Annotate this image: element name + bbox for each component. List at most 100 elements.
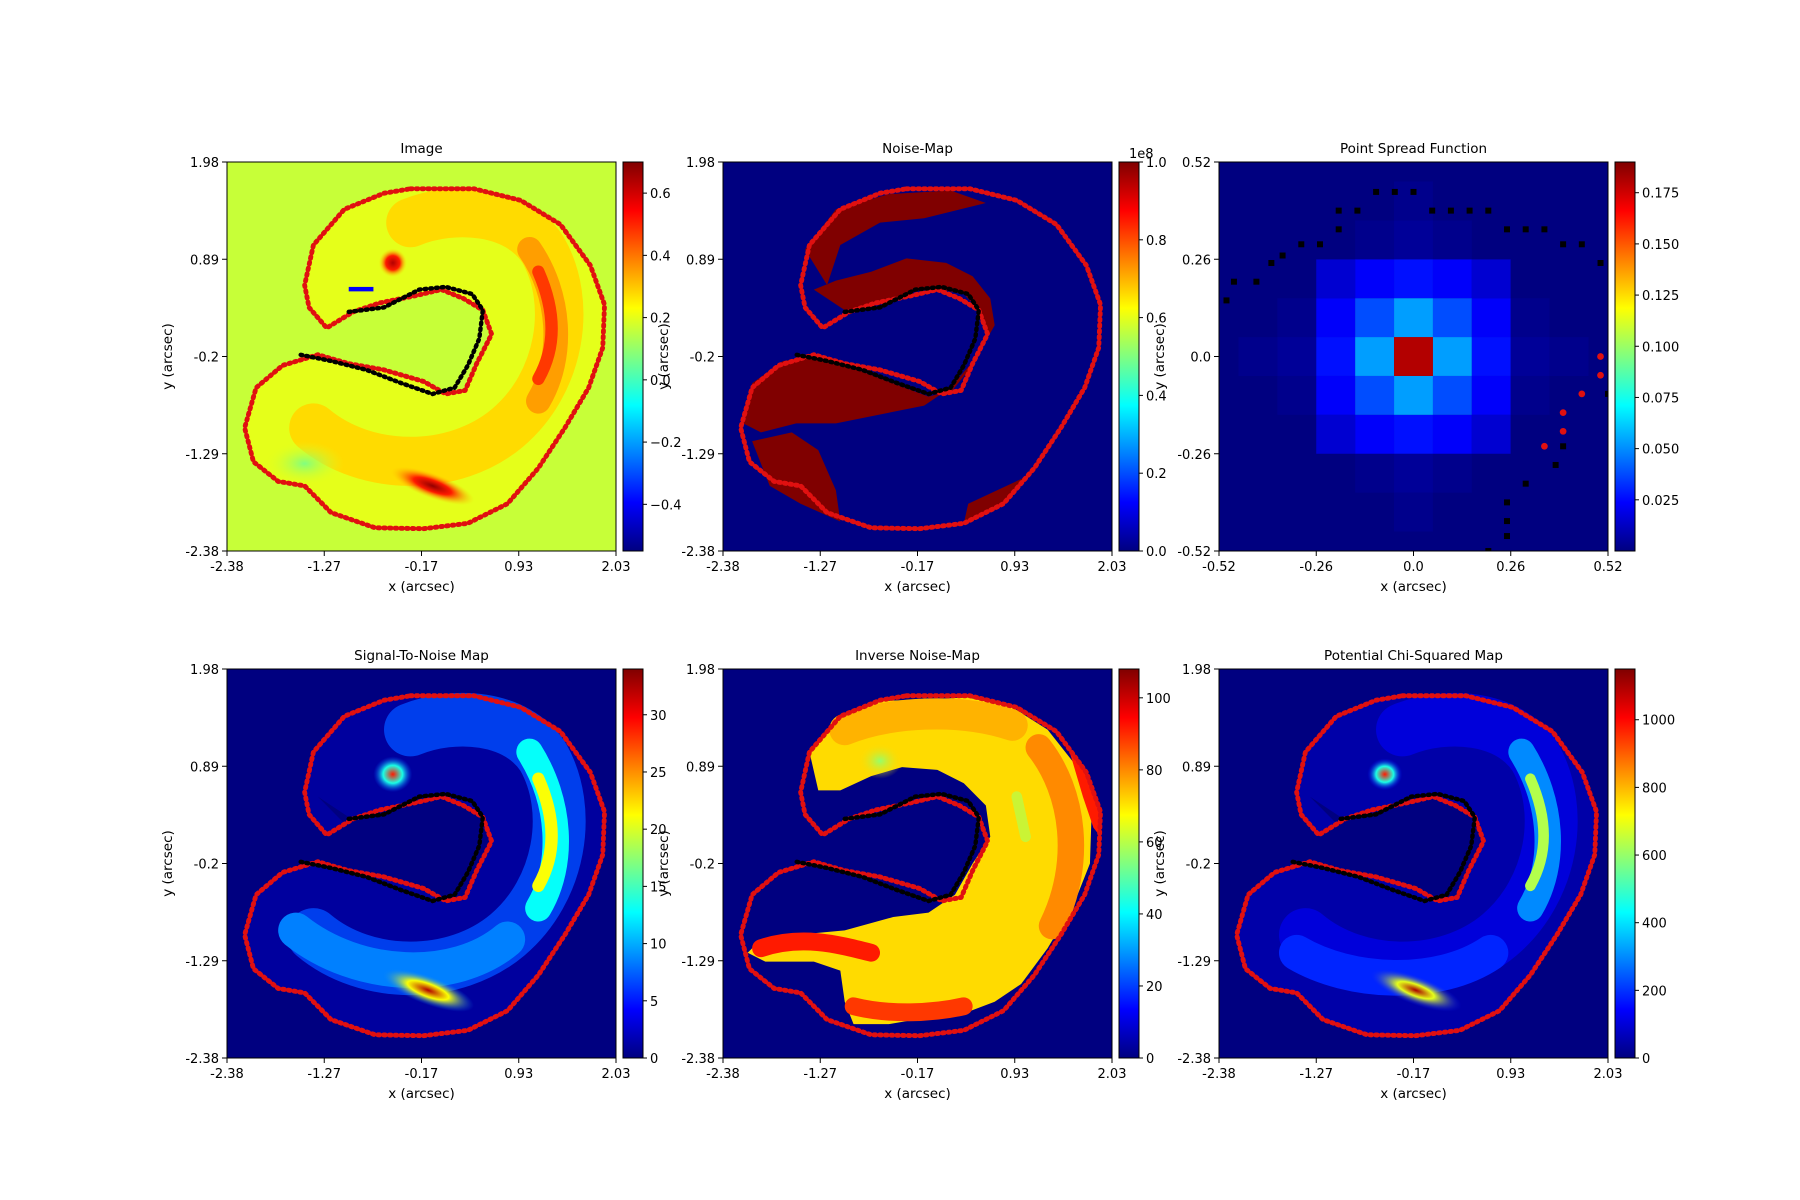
colorbar-exponent: 1e8 bbox=[1129, 147, 1154, 162]
x-axis-label: x (arcsec) bbox=[1380, 579, 1447, 595]
y-tick-label: 0.89 bbox=[686, 760, 715, 775]
y-axis-label: y (arcsec) bbox=[656, 830, 672, 897]
colorbar-tick-label: 0.4 bbox=[650, 249, 671, 264]
colorbar-tick-label: 1000 bbox=[1642, 714, 1675, 729]
colorbar-tick-label: 0.025 bbox=[1642, 494, 1679, 509]
colorbar-tick-label: 400 bbox=[1642, 917, 1667, 932]
x-tick-label: -1.27 bbox=[307, 1067, 341, 1082]
x-axis-label: x (arcsec) bbox=[884, 579, 951, 595]
x-tick-label: -0.17 bbox=[1397, 1067, 1431, 1082]
y-tick-label: 0.52 bbox=[1182, 156, 1211, 171]
panel-potential-chi-squared: Potential Chi-Squared Map -2.38 -1.27 -0.17… bbox=[1152, 648, 1675, 1102]
y-tick-label: 1.98 bbox=[686, 663, 715, 678]
x-tick-label: -0.17 bbox=[901, 560, 935, 575]
y-axis-label: y (arcsec) bbox=[160, 830, 176, 897]
x-tick-label: -2.38 bbox=[706, 1067, 740, 1082]
colorbar-tick-label: 1.0 bbox=[1146, 156, 1167, 171]
heatmap-image bbox=[1234, 692, 1599, 1039]
y-tick-label: -1.29 bbox=[185, 448, 219, 463]
y-tick-label: 0.26 bbox=[1182, 253, 1211, 268]
x-tick-label: 0.93 bbox=[504, 560, 533, 575]
colorbar-tick-label: 15 bbox=[650, 880, 667, 895]
x-tick-label: 0.93 bbox=[1496, 1067, 1525, 1082]
y-tick-label: 1.98 bbox=[190, 156, 219, 171]
colorbar-tick-label: 0.6 bbox=[650, 187, 671, 202]
y-tick-label: 0.89 bbox=[686, 253, 715, 268]
inner-mask-border bbox=[794, 791, 982, 904]
y-tick-label: -2.38 bbox=[185, 1052, 219, 1067]
inner-mask-border bbox=[1290, 791, 1478, 904]
x-tick-label: -0.17 bbox=[405, 1067, 439, 1082]
y-tick-label: -1.29 bbox=[681, 448, 715, 463]
x-tick-label: 0.26 bbox=[1496, 560, 1525, 575]
y-tick-label: -0.2 bbox=[194, 351, 219, 366]
colorbar bbox=[1118, 161, 1140, 552]
colorbar-tick-label: −0.4 bbox=[650, 498, 682, 513]
heatmap-image bbox=[738, 693, 1103, 1039]
y-tick-label: -0.26 bbox=[1177, 448, 1211, 463]
y-tick-label: -0.2 bbox=[1186, 858, 1211, 873]
x-axis-label: x (arcsec) bbox=[388, 1086, 455, 1102]
y-tick-label: 1.98 bbox=[190, 663, 219, 678]
outer-mask-border bbox=[738, 693, 1103, 1039]
x-axis-label: x (arcsec) bbox=[884, 1086, 951, 1102]
colorbar-tick-label: 0.0 bbox=[650, 374, 671, 389]
x-tick-label: -1.27 bbox=[1299, 1067, 1333, 1082]
x-tick-label: -0.52 bbox=[1202, 560, 1236, 575]
heatmap-image bbox=[242, 186, 607, 532]
x-tick-label: 0.52 bbox=[1594, 560, 1623, 575]
colorbar-tick-label: 800 bbox=[1642, 781, 1667, 796]
x-tick-label: 2.03 bbox=[1098, 1067, 1127, 1082]
inner-mask-border bbox=[298, 284, 486, 397]
x-axis-label: x (arcsec) bbox=[1380, 1086, 1447, 1102]
colorbar-tick-label: 80 bbox=[1146, 764, 1163, 779]
x-tick-label: -1.27 bbox=[307, 560, 341, 575]
colorbar-tick-label: 20 bbox=[650, 823, 667, 838]
x-tick-label: -2.38 bbox=[1202, 1067, 1236, 1082]
colorbar-tick-label: 0 bbox=[1642, 1052, 1650, 1067]
y-tick-label: -1.29 bbox=[185, 955, 219, 970]
colorbar-tick-label: 0.2 bbox=[1146, 467, 1167, 482]
colorbar-tick-label: 600 bbox=[1642, 849, 1667, 864]
x-tick-label: -1.27 bbox=[803, 560, 837, 575]
colorbar-tick-label: 0.6 bbox=[1146, 312, 1167, 327]
panel-signal-to-noise: Signal-To-Noise Map -2.38 -1.27 -0.17 0.93 2.… bbox=[160, 648, 667, 1102]
y-tick-label: -2.38 bbox=[681, 545, 715, 560]
colorbar-tick-label: 0.0 bbox=[1146, 545, 1167, 560]
x-tick-label: -0.26 bbox=[1299, 560, 1333, 575]
colorbar-tick-label: −0.2 bbox=[650, 436, 682, 451]
x-tick-label: 2.03 bbox=[602, 1067, 631, 1082]
x-tick-label: -2.38 bbox=[210, 560, 244, 575]
x-tick-label: -1.27 bbox=[803, 1067, 837, 1082]
colorbar-tick-label: 60 bbox=[1146, 836, 1163, 851]
colorbar-tick-label: 25 bbox=[650, 766, 667, 781]
y-tick-label: 0.89 bbox=[190, 253, 219, 268]
colorbar-tick-label: 0.2 bbox=[650, 312, 671, 327]
colorbar-tick-label: 200 bbox=[1642, 984, 1667, 999]
colorbar-tick-label: 0.050 bbox=[1642, 443, 1679, 458]
x-tick-label: -0.17 bbox=[405, 560, 439, 575]
colorbar-tick-label: 10 bbox=[650, 938, 667, 953]
colorbar-tick-label: 0.075 bbox=[1642, 391, 1679, 406]
y-tick-label: 0.89 bbox=[190, 760, 219, 775]
panel-psf: Point Spread Function -0.52 -0.26 0.0 0.26 0.… bbox=[1152, 141, 1679, 595]
y-tick-label: -1.29 bbox=[1177, 955, 1211, 970]
outer-mask-border bbox=[242, 693, 607, 1039]
colorbar-tick-label: 0 bbox=[1146, 1052, 1154, 1067]
x-tick-label: -2.38 bbox=[706, 560, 740, 575]
y-tick-label: -2.38 bbox=[681, 1052, 715, 1067]
panel-title: Noise-Map bbox=[882, 141, 953, 157]
colorbar bbox=[1614, 668, 1636, 1059]
x-tick-label: 2.03 bbox=[1098, 560, 1127, 575]
colorbar-tick-label: 0 bbox=[650, 1052, 658, 1067]
y-axis-label: y (arcsec) bbox=[1152, 323, 1168, 390]
x-tick-label: -0.17 bbox=[901, 1067, 935, 1082]
x-tick-label: 2.03 bbox=[1594, 1067, 1623, 1082]
heatmap-image bbox=[723, 162, 1103, 532]
outer-mask-border bbox=[242, 186, 607, 532]
colorbar bbox=[622, 161, 644, 552]
y-axis-label: y (arcsec) bbox=[1152, 830, 1168, 897]
colorbar-tick-label: 0.8 bbox=[1146, 234, 1167, 249]
y-tick-label: 0.89 bbox=[1182, 760, 1211, 775]
colorbar-tick-label: 0.125 bbox=[1642, 289, 1679, 304]
